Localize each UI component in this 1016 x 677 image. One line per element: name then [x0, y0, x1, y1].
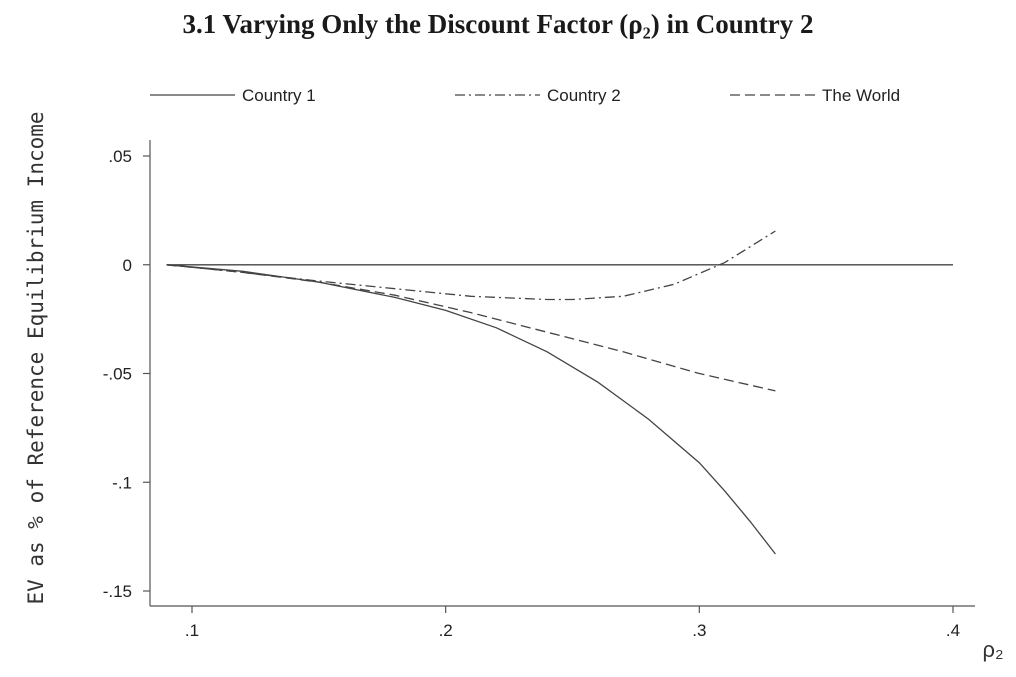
x-tick-label: .3 [692, 621, 706, 640]
series-lines [166, 230, 953, 555]
x-tick-label: .1 [185, 621, 199, 640]
legend-label: Country 2 [547, 86, 621, 105]
chart-title: 3.1 Varying Only the Discount Factor (ρ₂… [182, 9, 813, 39]
series-line-the-world [166, 264, 776, 392]
y-tick-label: -.15 [103, 582, 132, 601]
x-ticks: .1 .2 .3 .4 [185, 606, 960, 640]
plot-frame [149, 140, 975, 607]
x-tick-label: .2 [439, 621, 453, 640]
x-tick-label: .4 [946, 621, 960, 640]
legend-label: The World [822, 86, 900, 105]
legend: Country 1 Country 2 The World [150, 86, 900, 105]
y-axis-label: EV as % of Reference Equilibrium Income [24, 111, 48, 604]
y-tick-label: -.05 [103, 365, 132, 384]
y-tick-label: 0 [123, 256, 132, 275]
legend-label: Country 1 [242, 86, 316, 105]
y-tick-label: .05 [108, 147, 132, 166]
y-tick-label: -.1 [112, 473, 132, 492]
y-ticks: .05 0 -.05 -.1 -.15 [103, 147, 150, 601]
x-axis-label: ρ₂ [982, 637, 1003, 662]
series-line-unlabeled-3 [166, 264, 776, 555]
